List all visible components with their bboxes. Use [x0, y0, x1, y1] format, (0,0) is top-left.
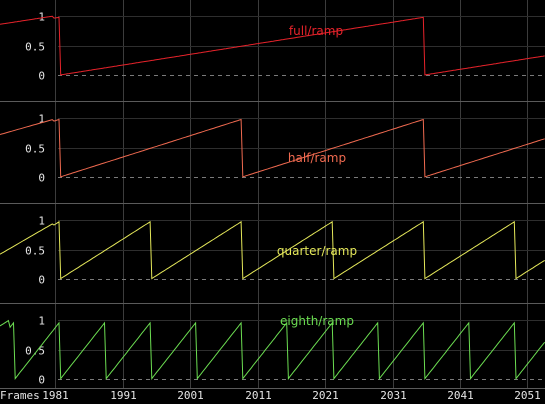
panel-eighth-ramp: 1 0.5 0 eighth/ramp	[0, 303, 545, 387]
panels: 1 0.5 0 full/ramp 1 0.5 0 half/ramp 1 0.5 0 quarter…	[0, 11, 545, 387]
series-label: full/ramp	[289, 24, 343, 38]
y-tick-label: 0	[38, 374, 45, 387]
series-line	[0, 15, 545, 76]
y-tick-label: 1	[38, 215, 45, 228]
x-axis-label: Frames	[0, 389, 40, 402]
x-tick-label: 2001	[177, 389, 204, 402]
x-tick-label: 2051	[514, 389, 541, 402]
series-line	[0, 118, 545, 178]
y-tick-label: 1	[38, 113, 45, 126]
y-tick-label: 0.5	[25, 143, 45, 156]
panel-half-ramp: 1 0.5 0 half/ramp	[0, 101, 545, 185]
panel-full-ramp: 1 0.5 0 full/ramp	[0, 11, 545, 83]
series-label: eighth/ramp	[280, 314, 354, 328]
x-tick-label: 2041	[447, 389, 474, 402]
x-tick-label: 1991	[110, 389, 137, 402]
panel-quarter-ramp: 1 0.5 0 quarter/ramp	[0, 203, 545, 287]
x-tick-label: 2011	[245, 389, 272, 402]
y-tick-label: 1	[38, 11, 45, 24]
y-tick-label: 0	[38, 172, 45, 185]
series-label: half/ramp	[288, 151, 346, 165]
x-tick-label: 2031	[380, 389, 407, 402]
series-line	[0, 220, 545, 280]
y-tick-label: 0	[38, 274, 45, 287]
y-tick-label: 1	[38, 315, 45, 328]
series-label: quarter/ramp	[277, 244, 357, 258]
y-tick-label: 0.5	[25, 41, 45, 54]
x-axis: Frames 1981 1991 2001 2011 2021 2031 2041 2051	[0, 389, 541, 402]
y-tick-label: 0.5	[25, 245, 45, 258]
x-tick-label: 2021	[312, 389, 339, 402]
y-tick-label: 0	[38, 70, 45, 83]
series-line	[0, 319, 545, 381]
y-tick-label: 0.5	[25, 345, 45, 358]
x-tick-label: 1981	[42, 389, 69, 402]
